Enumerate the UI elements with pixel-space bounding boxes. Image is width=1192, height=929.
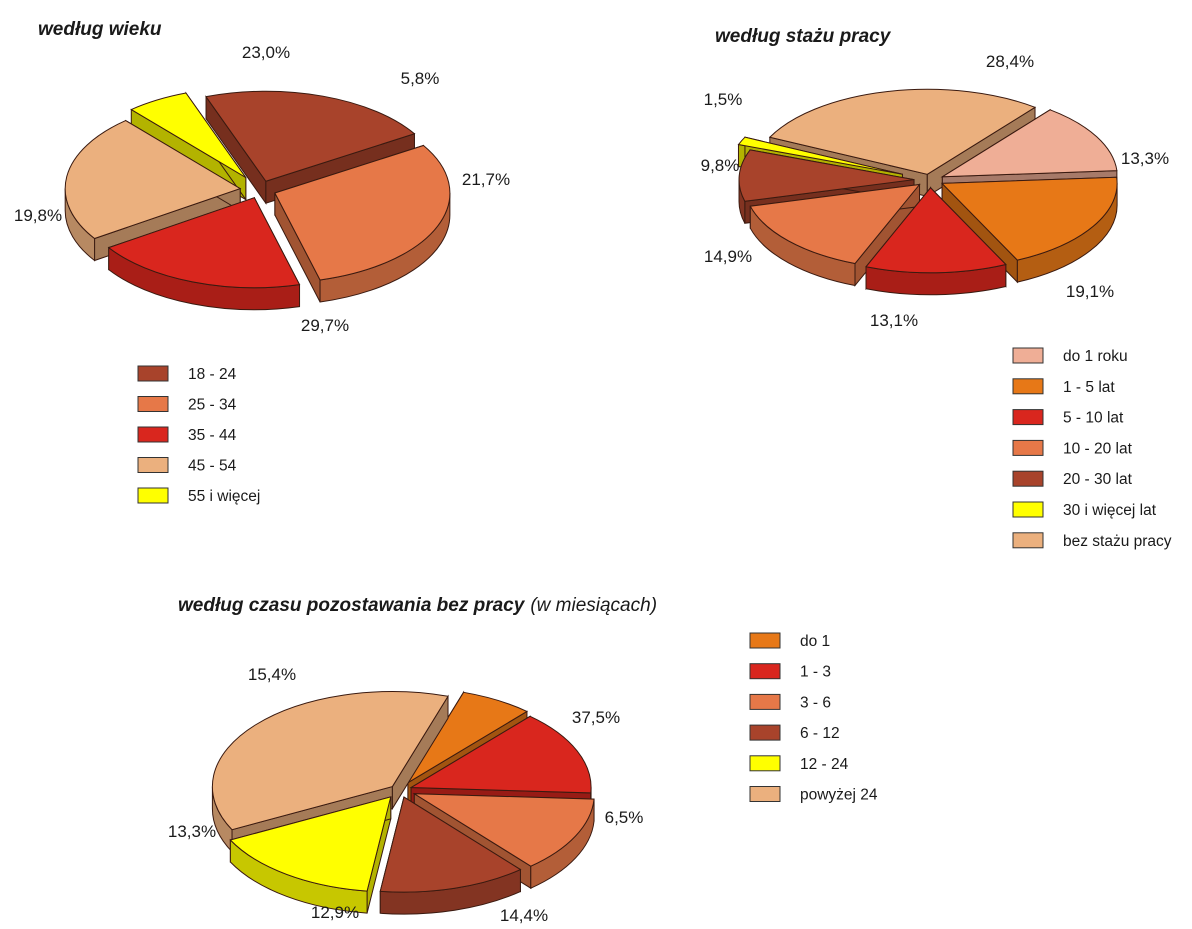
legend-label-45-54: 45 - 54 bbox=[188, 458, 237, 475]
value-label-55-i-wiecej: 5,8% bbox=[401, 69, 440, 88]
value-label-6-12: 13,3% bbox=[168, 822, 216, 841]
legend-label-25-34: 25 - 34 bbox=[188, 397, 237, 414]
value-label-25-34: 29,7% bbox=[301, 316, 349, 335]
legend-swatch-do-1-roku bbox=[1012, 347, 1044, 364]
pie-slice-6-12 bbox=[379, 796, 522, 915]
chart-subtitle: (w miesiącach) bbox=[530, 595, 657, 616]
value-label-30-i-wiecej-lat: 1,5% bbox=[704, 90, 743, 109]
legend-swatch-bez-stazu-pracy bbox=[1012, 532, 1044, 549]
value-label-20-30-lat: 9,8% bbox=[701, 156, 740, 175]
legend: do 1 roku 1 - 5 lat 5 - 10 lat 10 - 20 lat 2… bbox=[1012, 347, 1172, 550]
legend-label-20-30-lat: 20 - 30 lat bbox=[1063, 471, 1133, 488]
value-label-powyzej-24: 37,5% bbox=[572, 708, 620, 727]
legend-swatch-12-24 bbox=[749, 755, 781, 772]
legend-swatch-25-34 bbox=[137, 396, 169, 412]
pie-slice-12-24 bbox=[229, 796, 392, 914]
legend-swatch-1-3 bbox=[749, 663, 781, 680]
legend-swatch-do-1 bbox=[749, 632, 781, 649]
pie-chart-2: według stażu pracy 13,3% 19,1% 13,1% 14,9% 9,… bbox=[701, 26, 1172, 550]
legend-label-5-10-lat: 5 - 10 lat bbox=[1063, 410, 1124, 427]
value-label-1-5-lat: 19,1% bbox=[1066, 282, 1114, 301]
pie-slice-5-10-lat bbox=[865, 186, 1007, 296]
legend-swatch-3-6 bbox=[749, 693, 781, 710]
legend-swatch-20-30-lat bbox=[1012, 470, 1044, 487]
legend: do 1 1 - 3 3 - 6 6 - 12 12 - 24 powyżej 24 bbox=[749, 632, 878, 804]
value-label-1-3: 14,4% bbox=[500, 906, 548, 925]
legend-swatch-30-i-wiecej-lat bbox=[1012, 501, 1044, 518]
legend-label-3-6: 3 - 6 bbox=[800, 694, 831, 711]
legend-label-1-3: 1 - 3 bbox=[800, 664, 831, 681]
chart-title: według czasu pozostawania bez pracy (w mi… bbox=[178, 595, 657, 616]
chart-title: według wieku bbox=[38, 19, 162, 40]
legend-swatch-1-5-lat bbox=[1012, 378, 1044, 395]
value-label-12-24: 15,4% bbox=[248, 665, 296, 684]
legend-label-6-12: 6 - 12 bbox=[800, 725, 840, 742]
pie-slice-35-44 bbox=[107, 196, 301, 311]
legend-label-35-44: 35 - 44 bbox=[188, 427, 237, 444]
legend-label-do-1: do 1 bbox=[800, 633, 830, 650]
legend-label-bez-stazu-pracy: bez stażu pracy bbox=[1063, 533, 1172, 550]
chart-title: według stażu pracy bbox=[715, 26, 892, 47]
legend-swatch-45-54 bbox=[137, 457, 169, 473]
pie-chart-3: według czasu pozostawania bez pracy (w mi… bbox=[168, 595, 878, 925]
pie-slice-18-24 bbox=[205, 90, 416, 205]
pie-chart-1: według wieku 21,7% 29,7% 19,8% 23,0% 5,8% 18 -… bbox=[14, 19, 510, 505]
legend-swatch-55-i-wiecej bbox=[137, 487, 169, 504]
value-label-45-54: 23,0% bbox=[242, 43, 290, 62]
legend-swatch-6-12 bbox=[749, 724, 781, 741]
legend-label-1-5-lat: 1 - 5 lat bbox=[1063, 379, 1115, 396]
legend-swatch-5-10-lat bbox=[1012, 409, 1044, 426]
value-label-35-44: 19,8% bbox=[14, 206, 62, 225]
legend-label-55-i-wiecej: 55 i więcej bbox=[188, 488, 260, 505]
legend-swatch-18-24 bbox=[137, 365, 169, 382]
legend-label-powyzej-24: powyżej 24 bbox=[800, 787, 878, 804]
value-label-18-24: 21,7% bbox=[462, 170, 510, 189]
pie-slice-25-34 bbox=[274, 144, 451, 303]
value-label-5-10-lat: 13,1% bbox=[870, 311, 918, 330]
value-label-do-1: 6,5% bbox=[605, 808, 644, 827]
legend-label-10-20-lat: 10 - 20 lat bbox=[1063, 440, 1133, 457]
legend-label-12-24: 12 - 24 bbox=[800, 756, 849, 773]
value-label-3-6: 12,9% bbox=[311, 903, 359, 922]
legend: 18 - 24 25 - 34 35 - 44 45 - 54 55 i więcej bbox=[137, 365, 260, 505]
legend-swatch-35-44 bbox=[137, 426, 169, 443]
legend-swatch-10-20-lat bbox=[1012, 439, 1044, 456]
legend-label-18-24: 18 - 24 bbox=[188, 366, 237, 383]
value-label-bez-stazu-pracy: 28,4% bbox=[986, 52, 1034, 71]
legend-swatch-powyzej-24 bbox=[749, 786, 781, 802]
legend-label-do-1-roku: do 1 roku bbox=[1063, 348, 1128, 365]
value-label-10-20-lat: 14,9% bbox=[704, 247, 752, 266]
legend-label-30-i-wiecej-lat: 30 i więcej lat bbox=[1063, 502, 1157, 519]
value-label-do-1-roku: 13,3% bbox=[1121, 149, 1169, 168]
